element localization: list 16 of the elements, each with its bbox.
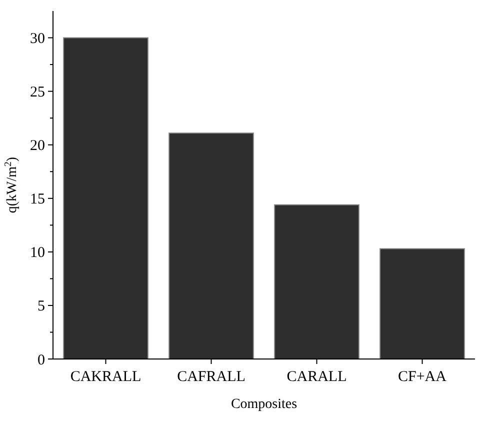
bar bbox=[168, 132, 254, 360]
y-tick-label: 25 bbox=[30, 84, 45, 101]
x-tick-label: CAFRALL bbox=[177, 369, 246, 385]
y-tick-label: 15 bbox=[30, 192, 45, 208]
bar bbox=[380, 248, 465, 360]
y-tick-label: 10 bbox=[30, 245, 45, 262]
x-tick-label: CF+AA bbox=[398, 369, 447, 385]
y-tick-label: 5 bbox=[38, 298, 45, 315]
bar bbox=[274, 204, 360, 360]
bar bbox=[63, 37, 148, 360]
x-tick-label: CAKRALL bbox=[70, 369, 142, 385]
x-tick-label: CARALL bbox=[286, 369, 347, 385]
y-tick-label: 20 bbox=[30, 138, 45, 154]
x-axis-title: Composites bbox=[230, 397, 298, 412]
y-tick-label: 30 bbox=[30, 31, 45, 48]
y-tick-label: 0 bbox=[38, 352, 45, 368]
